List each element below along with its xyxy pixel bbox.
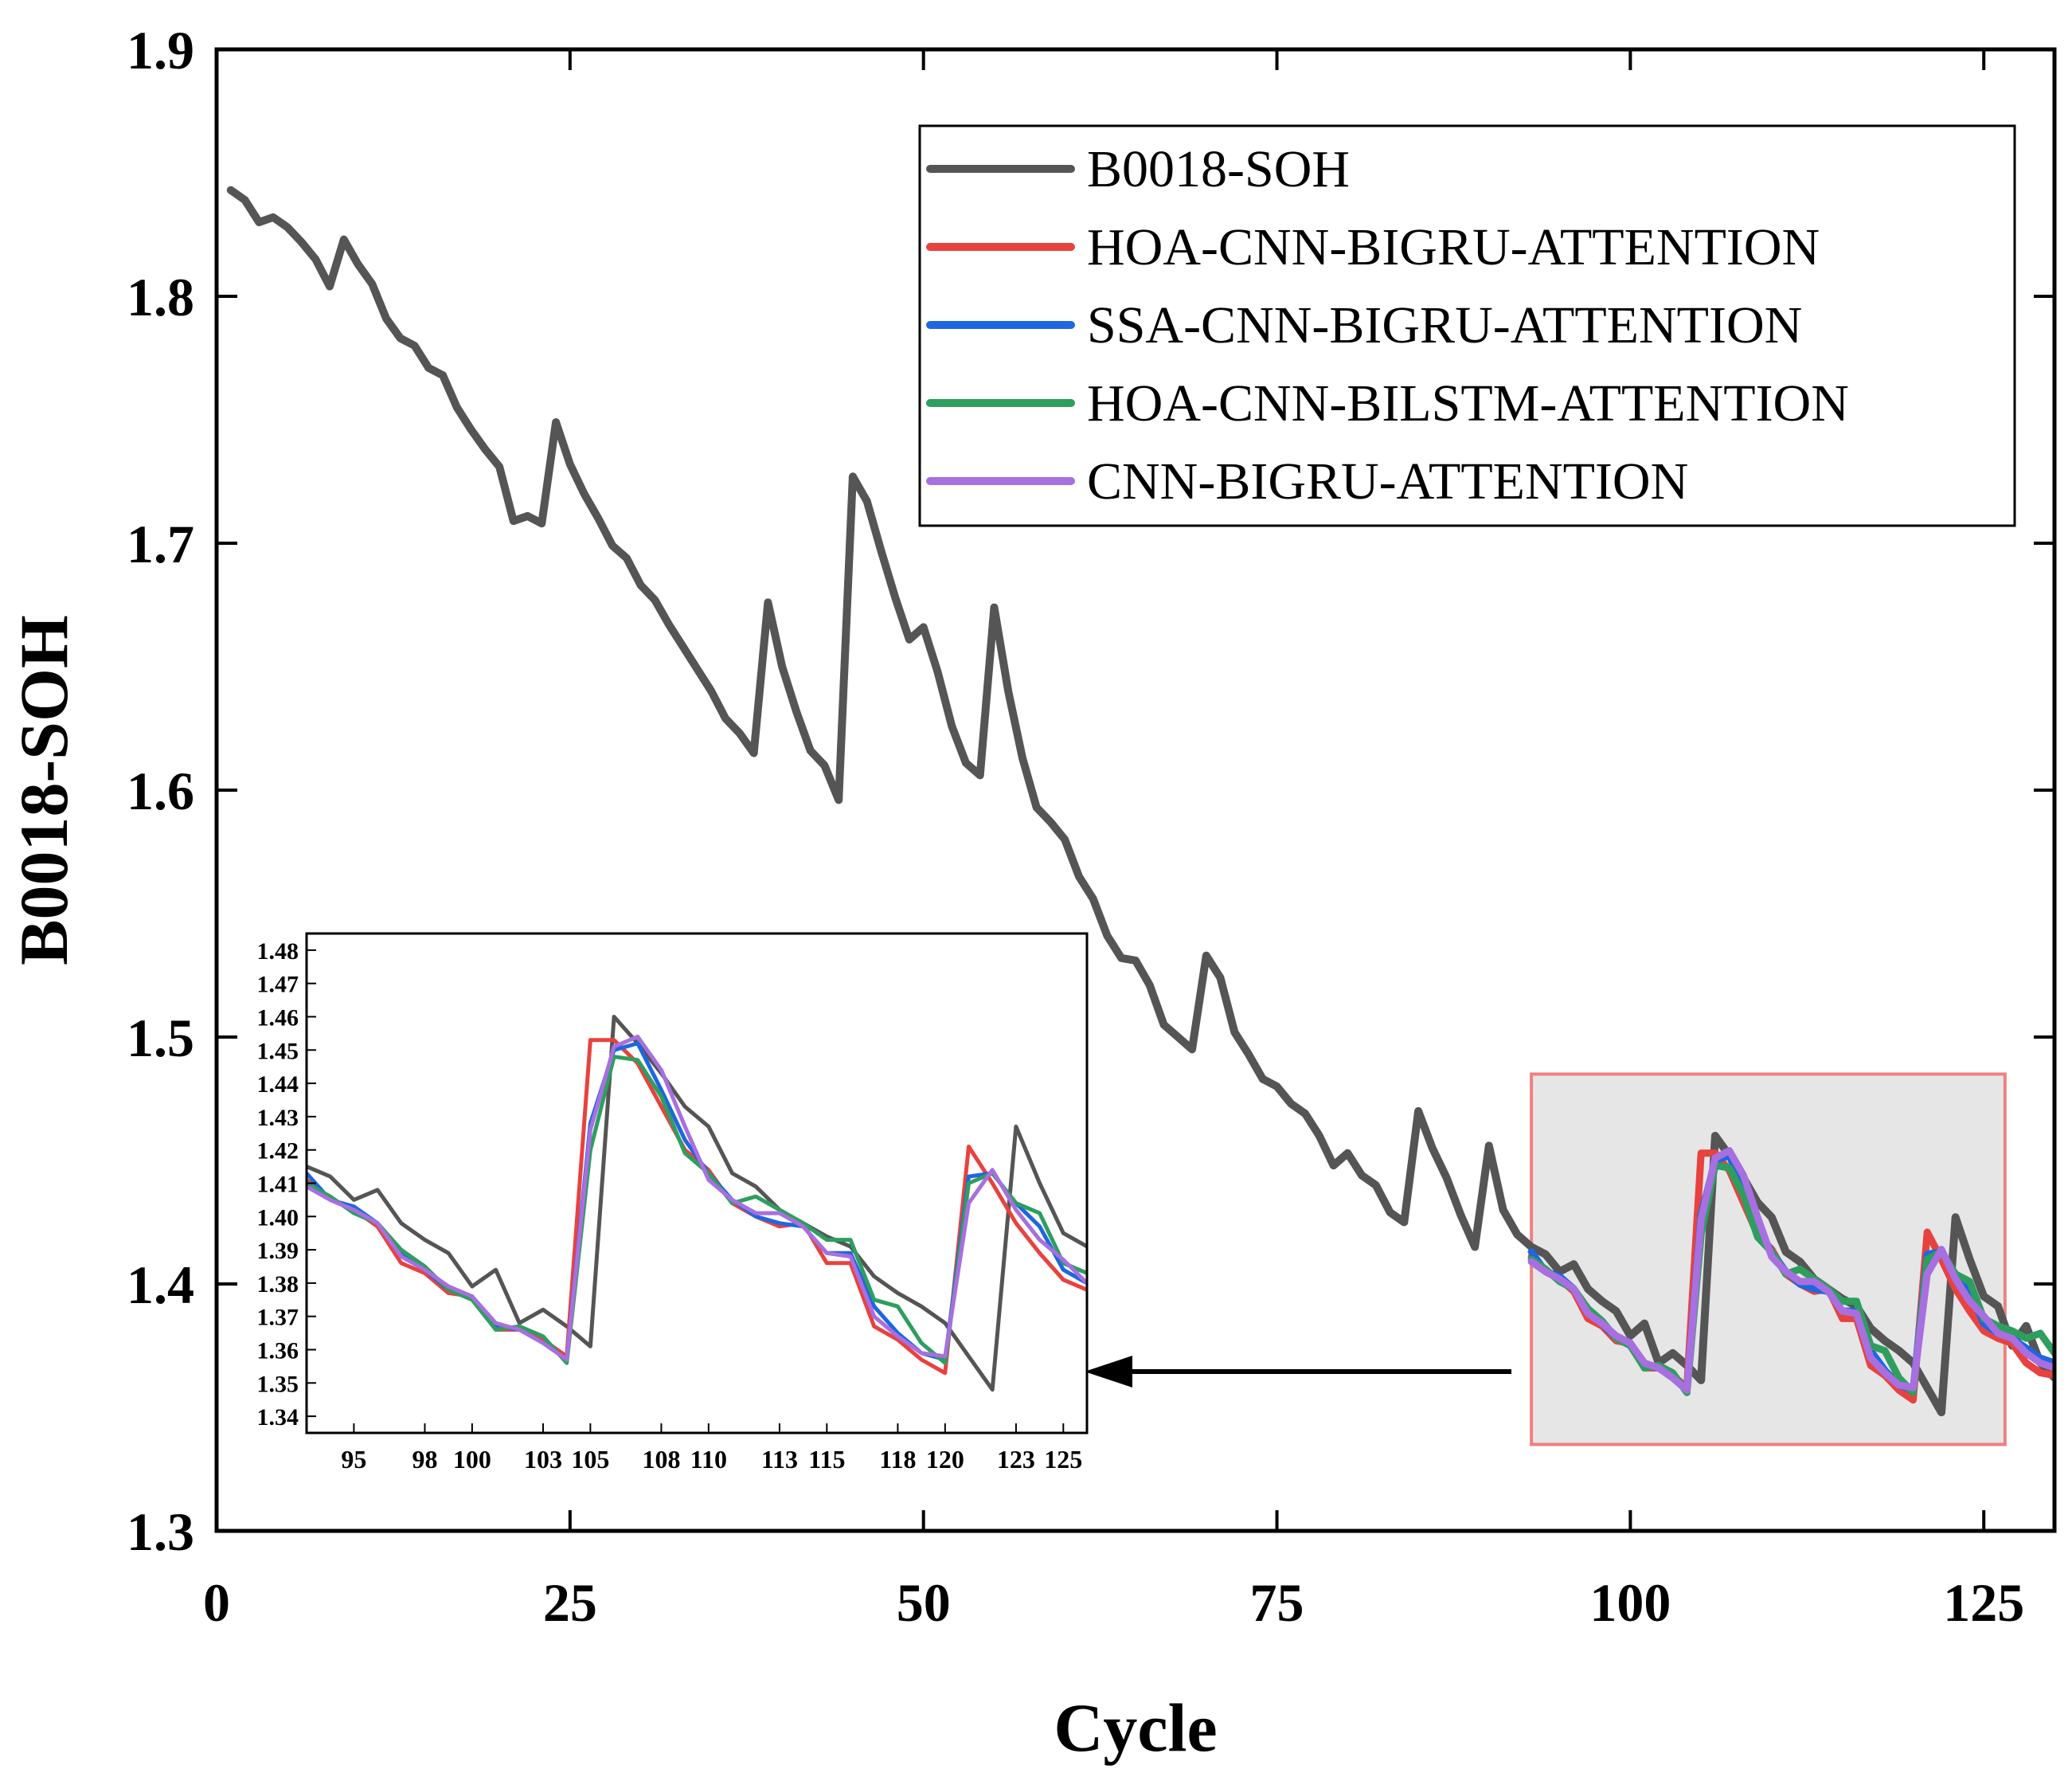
inset-x-tick-label: 108: [642, 1445, 680, 1474]
inset-y-tick-label: 1.46: [257, 1005, 299, 1031]
inset-x-tick-label: 100: [453, 1445, 491, 1474]
inset-x-axis: 95 98 100 103 105 108 110 113 115 118 120 123 125: [341, 1423, 1082, 1474]
inset-x-tick-label: 110: [690, 1445, 727, 1474]
inset-y-tick-label: 1.45: [257, 1038, 299, 1064]
x-tick-label: 75: [1250, 1572, 1304, 1633]
inset-background: [307, 934, 1087, 1433]
y-tick-label: 1.3: [127, 1501, 194, 1562]
inset-x-tick-label: 113: [761, 1445, 798, 1474]
inset-y-tick-label: 1.40: [257, 1204, 299, 1231]
inset-y-tick-label: 1.38: [257, 1271, 299, 1298]
y-tick-label: 1.6: [127, 761, 194, 821]
legend-box: [918, 124, 2016, 527]
x-tick-label: 0: [203, 1572, 230, 1633]
inset-y-tick-label: 1.48: [257, 938, 299, 965]
inset-y-tick-label: 1.35: [257, 1371, 299, 1397]
inset-y-tick-label: 1.36: [257, 1338, 299, 1364]
inset-series-line-b0018-soh: [307, 1015, 1087, 1392]
inset-x-tick-label: 120: [926, 1445, 964, 1474]
inset-x-tick-label: 123: [997, 1445, 1035, 1474]
y-tick-label: 1.9: [127, 20, 194, 80]
y-tick-label: 1.4: [127, 1254, 194, 1315]
legend-label-hoa-cnn-bigru-attention: HOA-CNN-BIGRU-ATTENTION: [1087, 218, 1820, 276]
inset-y-tick-label: 1.37: [257, 1305, 299, 1331]
y-tick-label: 1.5: [127, 1008, 194, 1068]
x-tick-label: 125: [1943, 1572, 2024, 1633]
x-axis-title: Cycle: [1054, 1689, 1217, 1766]
inset-series-line-cnn-bigru-attention: [307, 1035, 1087, 1362]
arrow-head-icon: [1085, 1356, 1132, 1388]
inset-x-tick-label: 105: [571, 1445, 609, 1474]
main-x-axis: 0 25 50 75 100 125: [203, 49, 2024, 1633]
inset-chart: 1.34 1.35 1.36 1.37 1.38 1.39 1.40 1.41 1.42 1.43…: [257, 932, 1089, 1474]
inset-x-tick-label: 118: [879, 1445, 916, 1474]
series-line-cnn-bigru-attention: [1527, 1147, 2054, 1394]
inset-y-tick-label: 1.43: [257, 1105, 299, 1131]
inset-x-tick-label: 103: [524, 1445, 562, 1474]
inset-y-tick-label: 1.44: [257, 1071, 299, 1098]
main-plot-series: [226, 186, 2054, 1417]
legend: B0018-SOH HOA-CNN-BIGRU-ATTENTION SSA-CNN-…: [918, 124, 2016, 527]
legend-label-ssa-cnn-bigru-attention: SSA-CNN-BIGRU-ATTENTION: [1087, 296, 1802, 354]
x-tick-label: 50: [897, 1572, 951, 1633]
inset-y-tick-label: 1.39: [257, 1238, 299, 1264]
legend-label-b0018-soh: B0018-SOH: [1087, 140, 1350, 198]
inset-y-tick-label: 1.47: [257, 972, 299, 998]
inset-y-tick-label: 1.41: [257, 1172, 299, 1198]
inset-x-tick-label: 125: [1044, 1445, 1082, 1474]
inset-series-line-hoa-cnn-bilstm-attention: [307, 1055, 1087, 1365]
legend-label-hoa-cnn-bilstm-attention: HOA-CNN-BILSTM-ATTENTION: [1087, 374, 1849, 433]
inset-x-tick-label: 98: [412, 1445, 437, 1474]
inset-x-tick-label: 95: [341, 1445, 366, 1474]
y-tick-label: 1.7: [127, 514, 194, 574]
inset-plot-series: [307, 1015, 1087, 1392]
zoom-arrow: [1085, 1356, 1511, 1388]
inset-y-axis: 1.34 1.35 1.36 1.37 1.38 1.39 1.40 1.41 1.42 1.43…: [257, 938, 316, 1431]
x-tick-label: 100: [1589, 1572, 1671, 1633]
series-line-b0018-soh: [226, 186, 2054, 1417]
main-y-axis: 1.3 1.4 1.5 1.6 1.7 1.8 1.9: [127, 20, 2054, 1562]
y-axis-title: B0018-SOH: [6, 615, 82, 965]
inset-y-tick-label: 1.34: [257, 1404, 299, 1431]
y-tick-label: 1.8: [127, 267, 194, 327]
inset-y-tick-label: 1.42: [257, 1138, 299, 1164]
legend-label-cnn-bigru-attention: CNN-BIGRU-ATTENTION: [1087, 452, 1688, 511]
x-tick-label: 25: [543, 1572, 597, 1633]
inset-x-tick-label: 115: [808, 1445, 845, 1474]
